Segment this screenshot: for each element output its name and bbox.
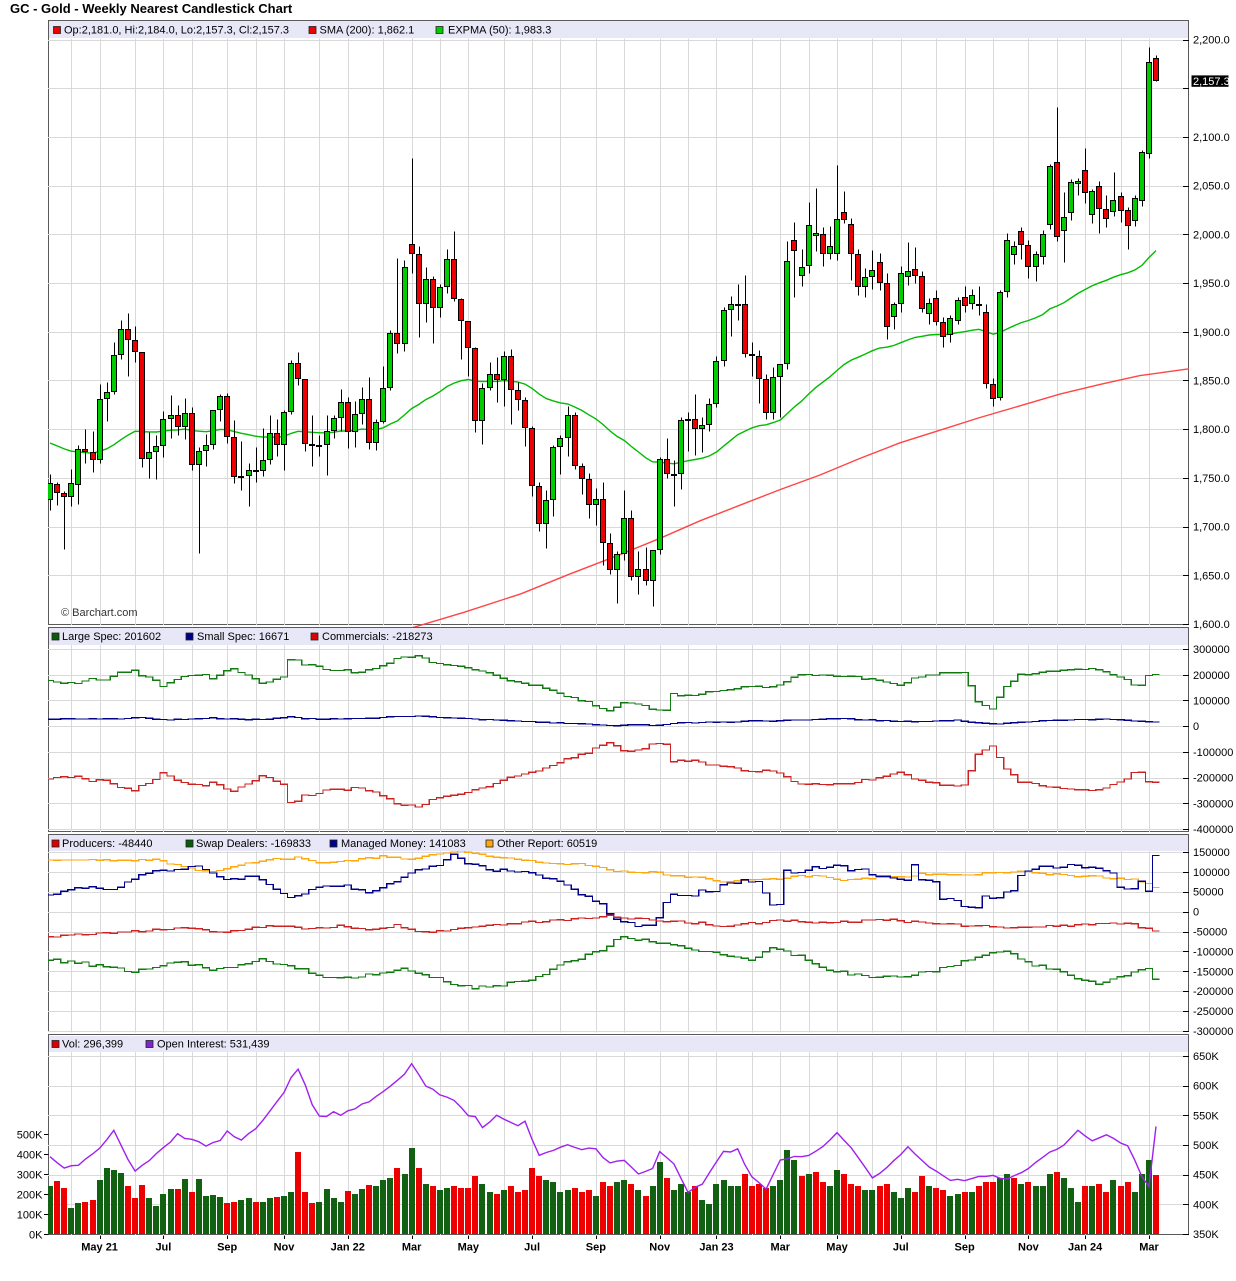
svg-text:2,000.0: 2,000.0 [1193, 229, 1230, 241]
svg-text:100000: 100000 [1193, 696, 1230, 708]
svg-text:Large Spec: 201602: Large Spec: 201602 [62, 631, 161, 643]
svg-text:-300000: -300000 [1193, 798, 1233, 810]
svg-text:1,650.0: 1,650.0 [1193, 570, 1230, 582]
svg-text:SMA (200): 1,862.1: SMA (200): 1,862.1 [320, 25, 415, 37]
svg-text:Jul: Jul [155, 1242, 171, 1254]
svg-text:Jan 24: Jan 24 [1068, 1242, 1103, 1254]
svg-text:650K: 650K [1193, 1051, 1219, 1063]
svg-text:200K: 200K [17, 1190, 43, 1202]
svg-text:Swap Dealers: -169833: Swap Dealers: -169833 [196, 838, 311, 850]
svg-text:550K: 550K [1193, 1110, 1219, 1122]
svg-text:Nov: Nov [649, 1242, 671, 1254]
svg-text:0: 0 [1193, 907, 1199, 919]
svg-text:-200000: -200000 [1193, 986, 1233, 998]
svg-text:May: May [826, 1242, 848, 1254]
svg-text:GC - Gold - Weekly Nearest Can: GC - Gold - Weekly Nearest Candlestick C… [10, 1, 293, 16]
svg-text:-50000: -50000 [1193, 927, 1227, 939]
svg-text:2,200.0: 2,200.0 [1193, 35, 1230, 47]
svg-text:Op:2,181.0, Hi:2,184.0, Lo:2,1: Op:2,181.0, Hi:2,184.0, Lo:2,157.3, Cl:2… [64, 25, 289, 37]
svg-text:100K: 100K [17, 1210, 43, 1222]
svg-text:-150000: -150000 [1193, 966, 1233, 978]
svg-text:1,600.0: 1,600.0 [1193, 619, 1230, 631]
svg-text:Sep: Sep [217, 1242, 237, 1254]
svg-text:400K: 400K [17, 1150, 43, 1162]
svg-text:May 21: May 21 [81, 1242, 118, 1254]
svg-text:2,050.0: 2,050.0 [1193, 181, 1230, 193]
svg-text:0: 0 [1193, 721, 1199, 733]
svg-text:500K: 500K [17, 1130, 43, 1142]
svg-text:1,750.0: 1,750.0 [1193, 473, 1230, 485]
svg-text:Sep: Sep [586, 1242, 606, 1254]
svg-text:50000: 50000 [1193, 887, 1224, 899]
svg-text:500K: 500K [1193, 1140, 1219, 1152]
svg-text:Mar: Mar [1139, 1242, 1159, 1254]
svg-text:Nov: Nov [274, 1242, 296, 1254]
svg-text:-200000: -200000 [1193, 773, 1233, 785]
svg-text:© Barchart.com: © Barchart.com [61, 607, 138, 619]
svg-text:Jul: Jul [893, 1242, 909, 1254]
svg-text:Jan 22: Jan 22 [331, 1242, 365, 1254]
svg-text:200000: 200000 [1193, 670, 1230, 682]
svg-text:350K: 350K [1193, 1229, 1219, 1241]
svg-text:100000: 100000 [1193, 867, 1230, 879]
svg-text:Mar: Mar [771, 1242, 791, 1254]
svg-text:Nov: Nov [1018, 1242, 1040, 1254]
svg-text:Managed Money: 141083: Managed Money: 141083 [341, 838, 466, 850]
svg-text:Mar: Mar [402, 1242, 422, 1254]
svg-text:Jan 23: Jan 23 [699, 1242, 733, 1254]
svg-text:150000: 150000 [1193, 847, 1230, 859]
svg-text:Jul: Jul [524, 1242, 540, 1254]
svg-text:May: May [458, 1242, 480, 1254]
svg-text:Other Report: 60519: Other Report: 60519 [497, 838, 597, 850]
svg-text:1,950.0: 1,950.0 [1193, 278, 1230, 290]
svg-text:0K: 0K [29, 1230, 43, 1242]
svg-text:300K: 300K [17, 1170, 43, 1182]
svg-text:450K: 450K [1193, 1170, 1219, 1182]
svg-text:-250000: -250000 [1193, 1006, 1233, 1018]
svg-text:Sep: Sep [955, 1242, 975, 1254]
svg-text:-300000: -300000 [1193, 1026, 1233, 1038]
svg-text:300000: 300000 [1193, 644, 1230, 656]
svg-text:-100000: -100000 [1193, 946, 1233, 958]
svg-text:Vol: 296,399: Vol: 296,399 [62, 1039, 123, 1051]
svg-text:1,900.0: 1,900.0 [1193, 327, 1230, 339]
svg-text:1,850.0: 1,850.0 [1193, 376, 1230, 388]
svg-text:2,157.3: 2,157.3 [1193, 76, 1230, 88]
svg-text:600K: 600K [1193, 1081, 1219, 1093]
svg-text:400K: 400K [1193, 1199, 1219, 1211]
svg-text:Producers: -48440: Producers: -48440 [62, 838, 153, 850]
svg-text:Open Interest: 531,439: Open Interest: 531,439 [157, 1039, 270, 1051]
svg-text:2,100.0: 2,100.0 [1193, 132, 1230, 144]
svg-text:1,800.0: 1,800.0 [1193, 424, 1230, 436]
svg-text:-100000: -100000 [1193, 747, 1233, 759]
svg-text:-400000: -400000 [1193, 824, 1233, 836]
svg-text:1,700.0: 1,700.0 [1193, 522, 1230, 534]
svg-text:Small Spec: 16671: Small Spec: 16671 [197, 631, 289, 643]
svg-text:Commercials: -218273: Commercials: -218273 [322, 631, 433, 643]
svg-text:EXPMA (50): 1,983.3: EXPMA (50): 1,983.3 [448, 25, 551, 37]
